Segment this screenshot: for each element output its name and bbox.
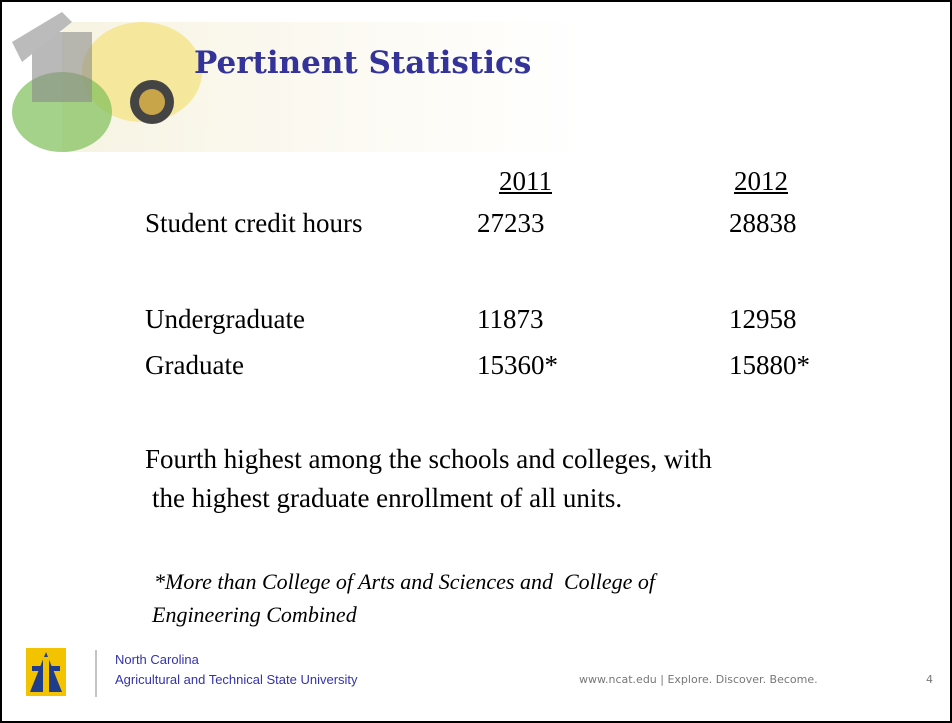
row-label: Undergraduate	[145, 306, 305, 333]
page: Pertinent Statistics 2011 2012 Student c…	[0, 0, 952, 723]
logo	[26, 648, 66, 696]
column-header: 2011	[499, 168, 552, 195]
cell: 28838	[729, 210, 797, 237]
column-header: 2012	[734, 168, 788, 195]
paragraph-line: the highest graduate enrollment of all u…	[152, 485, 622, 512]
cell: 11873	[477, 306, 544, 333]
footnote-line: Engineering Combined	[152, 604, 357, 626]
globe-center	[139, 89, 165, 115]
slide-title: Pertinent Statistics	[194, 48, 531, 79]
institution-line: Agricultural and Technical State Univers…	[115, 673, 358, 686]
cell: 12958	[729, 306, 797, 333]
row-label: Graduate	[145, 352, 244, 379]
cell: 15360*	[477, 352, 558, 379]
institution-line: North Carolina	[115, 653, 199, 666]
slide: Pertinent Statistics 2011 2012 Student c…	[0, 0, 952, 723]
page-number: 4	[926, 674, 933, 685]
footnote-line: *More than College of Arts and Sciences …	[154, 571, 655, 593]
row-label: Student credit hours	[145, 210, 362, 237]
paragraph-line: Fourth highest among the schools and col…	[145, 446, 712, 473]
cell: 15880*	[729, 352, 810, 379]
cell: 27233	[477, 210, 545, 237]
tagline: www.ncat.edu | Explore. Discover. Become…	[579, 674, 818, 685]
